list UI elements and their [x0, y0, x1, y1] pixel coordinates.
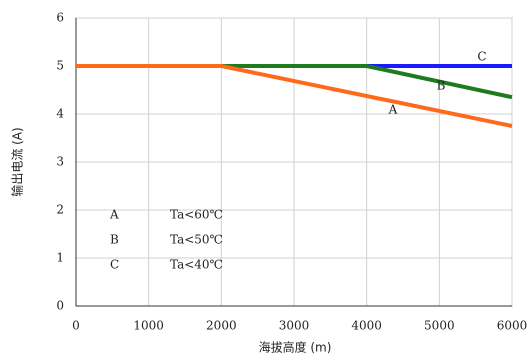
curve-label: B [437, 79, 446, 93]
curve-label: C [477, 50, 486, 64]
x-tick-label: 0 [72, 319, 80, 333]
y-axis-label: 输出电流 (A) [10, 127, 25, 196]
y-tick-label: 2 [56, 203, 64, 217]
x-tick-label: 1000 [133, 319, 164, 333]
y-tick-label: 1 [56, 251, 64, 265]
y-tick-label: 5 [56, 59, 64, 73]
legend-text: Ta<50℃ [170, 233, 223, 247]
y-tick-label: 0 [56, 299, 64, 313]
line-series [76, 64, 513, 128]
y-tick-label: 6 [56, 11, 64, 25]
x-tick-label: 6000 [497, 319, 528, 333]
x-tick-label: 5000 [424, 319, 455, 333]
x-axis-label: 海拔高度 (m) [259, 340, 332, 355]
x-tick-label: 2000 [206, 319, 237, 333]
x-tick-label: 3000 [279, 319, 310, 333]
legend-text: Ta<40℃ [170, 258, 223, 272]
legend-key: C [110, 258, 119, 272]
y-tick-label: 3 [56, 155, 64, 169]
legend-key: A [109, 208, 119, 222]
x-tick-label: 4000 [351, 319, 382, 333]
line-series [221, 64, 513, 100]
y-tick-label: 4 [56, 107, 64, 121]
legend-text: Ta<60℃ [170, 208, 223, 222]
curve-label: A [388, 103, 398, 117]
legend-key: B [110, 233, 119, 247]
